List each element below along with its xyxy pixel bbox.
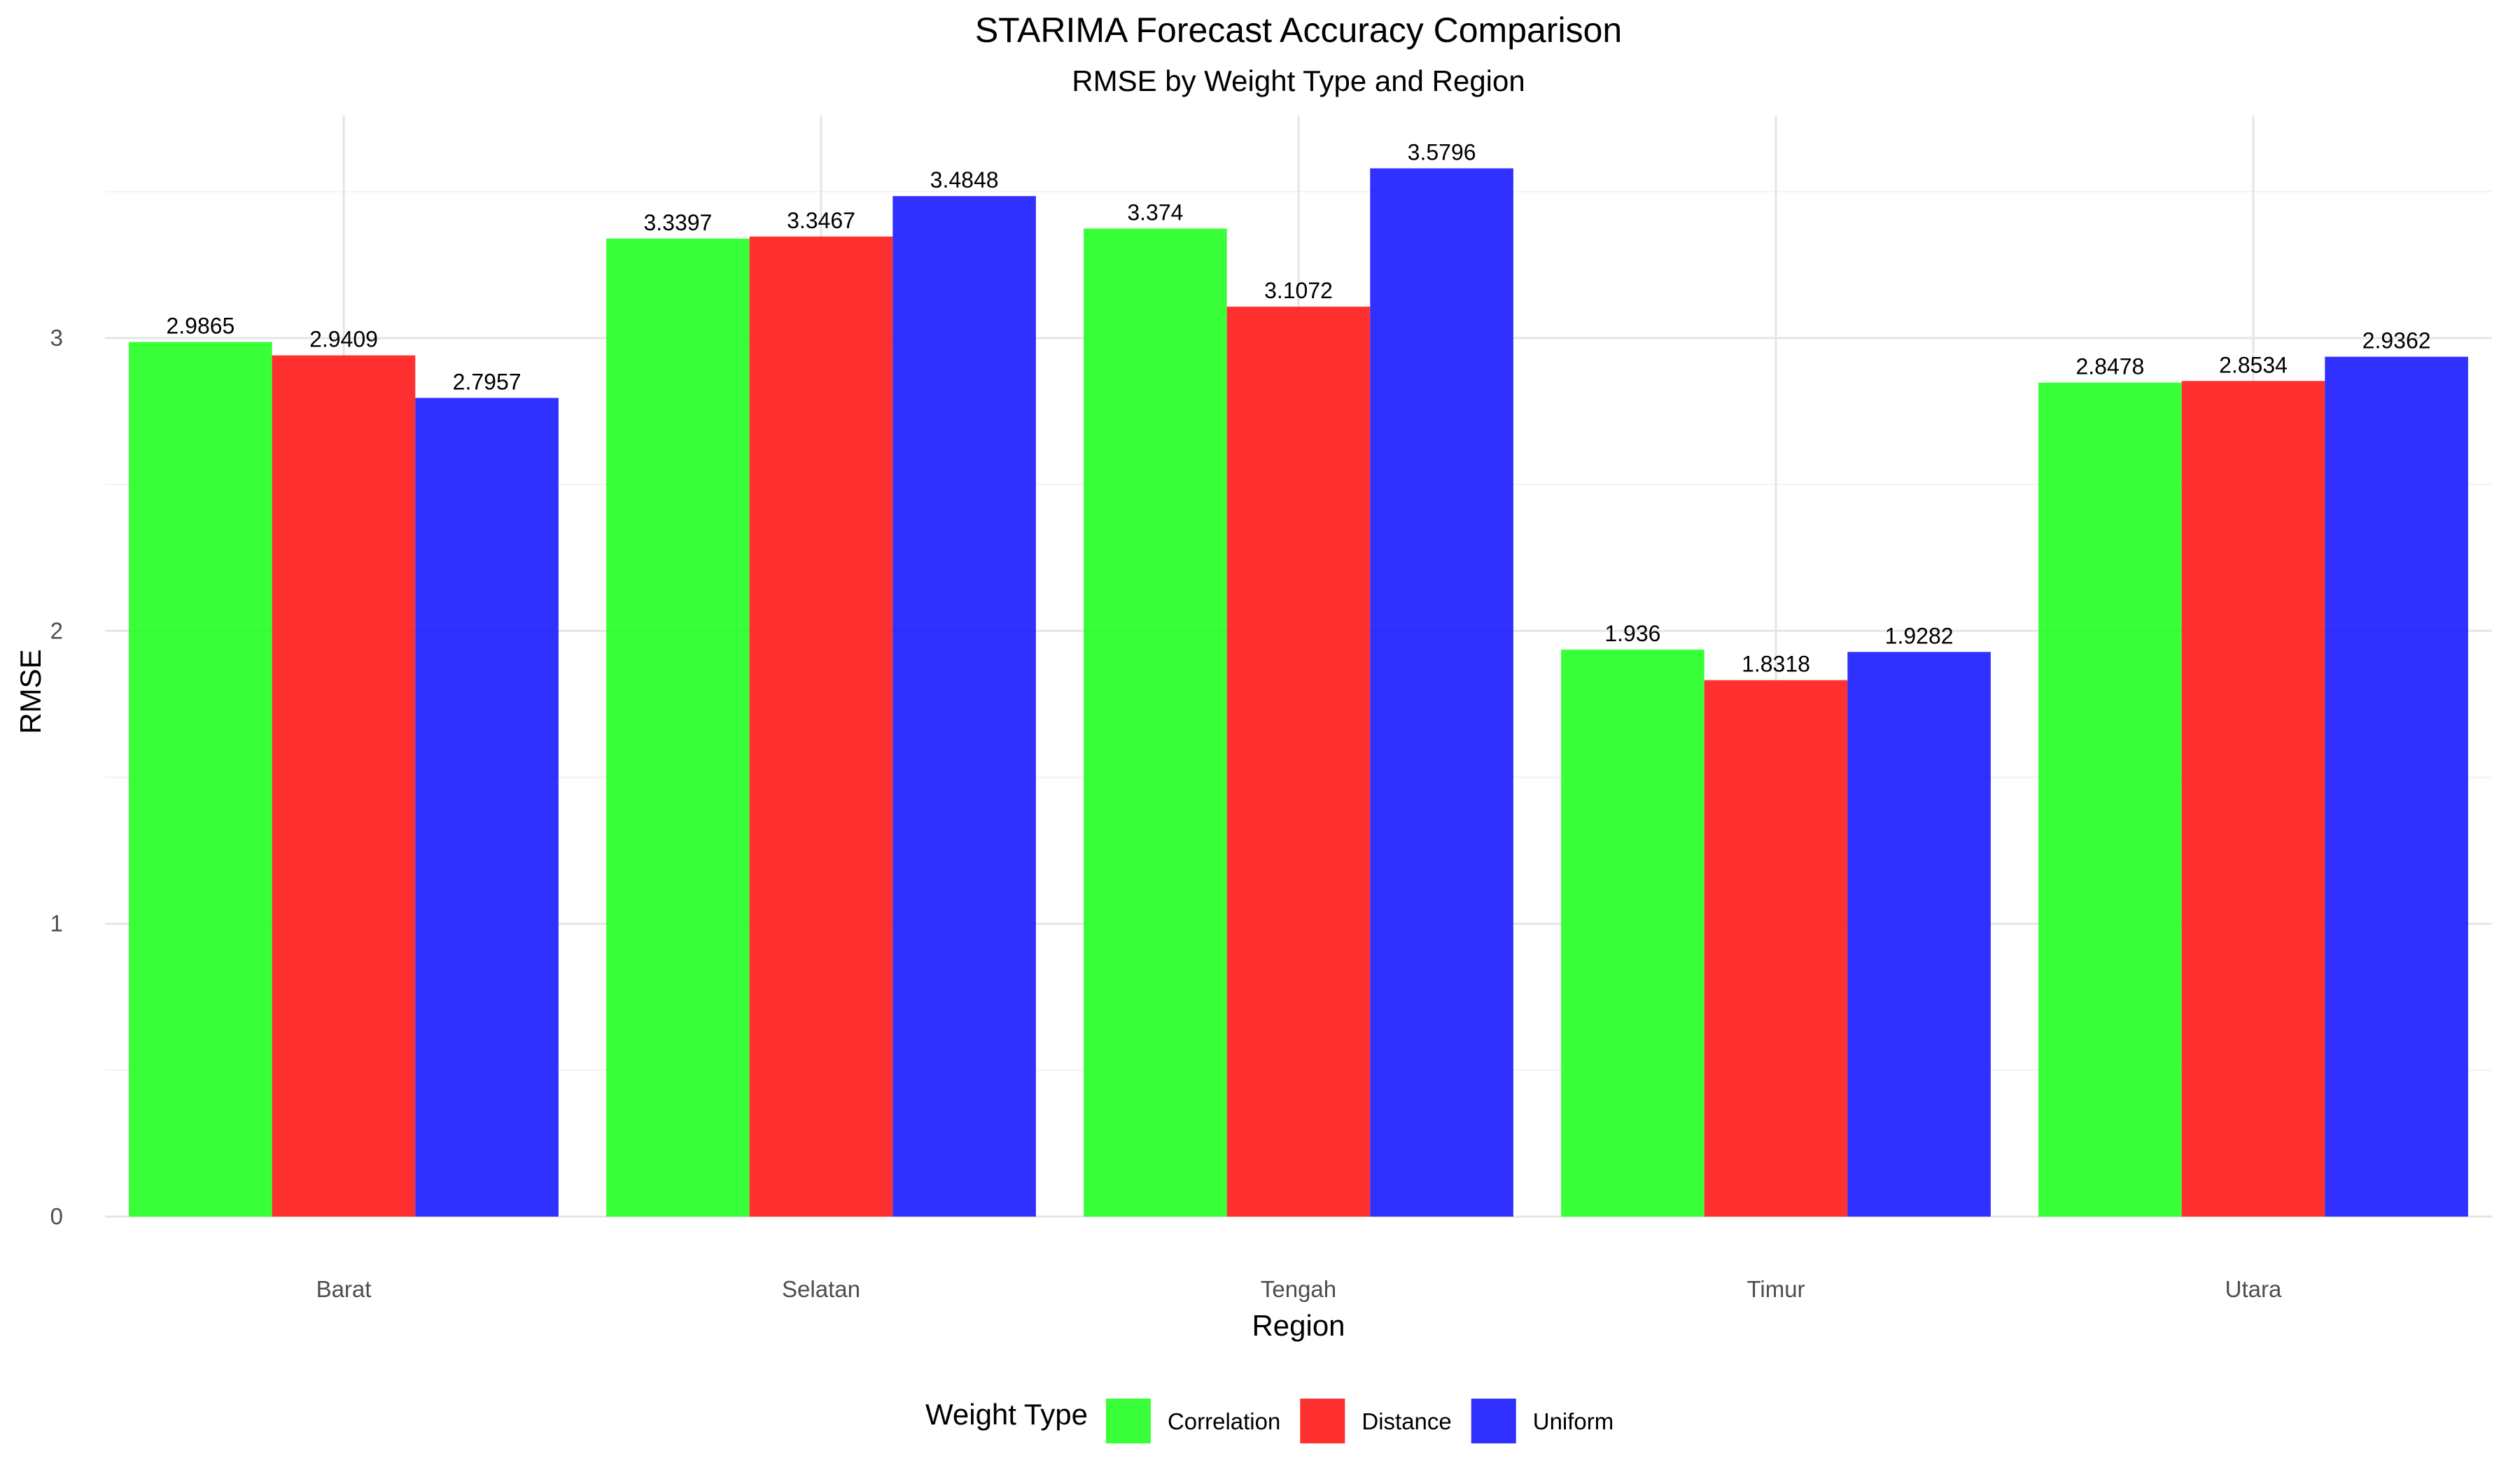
bar-value-label: 2.8534 (2219, 352, 2288, 377)
bar-value-label: 3.374 (1127, 200, 1183, 225)
bar (272, 355, 416, 1217)
bar (1084, 228, 1227, 1217)
legend-swatch (1105, 1399, 1151, 1443)
x-axis-ticks: Barat Selatan Tengah Timur Utara (316, 1276, 2282, 1302)
y-tick-label: 1 (50, 911, 63, 937)
bar-value-label: 1.8318 (1742, 652, 1810, 677)
bar (606, 238, 750, 1217)
bar-value-label: 2.8478 (2076, 354, 2144, 379)
legend-swatch (1300, 1399, 1345, 1443)
legend-label: Uniform (1533, 1408, 1614, 1434)
bar (2181, 381, 2325, 1217)
bar-value-label: 2.7957 (453, 369, 522, 394)
y-axis-title: RMSE (14, 649, 47, 734)
bar-value-label: 3.3467 (787, 208, 855, 233)
y-tick-label: 0 (50, 1203, 63, 1229)
bar (1704, 680, 1848, 1217)
bar-value-label: 3.1072 (1264, 278, 1333, 303)
data-labels: 2.9865 3.3397 3.374 1.936 2.8478 2.9409 3.3467… (166, 139, 2430, 676)
bar-value-label: 1.9282 (1885, 623, 1954, 648)
bar (2325, 356, 2468, 1217)
bar-value-label: 3.3397 (643, 210, 712, 235)
x-tick-label: Utara (2225, 1276, 2282, 1302)
y-tick-label: 2 (50, 617, 63, 643)
y-tick-label: 3 (50, 325, 63, 351)
bar (415, 398, 559, 1217)
bar (749, 236, 893, 1217)
bar-value-label: 1.936 (1604, 621, 1660, 646)
legend-label: Correlation (1168, 1408, 1280, 1434)
chart-title: STARIMA Forecast Accuracy Comparison (975, 10, 1622, 50)
bar-value-label: 3.4848 (930, 167, 999, 192)
x-tick-label: Timur (1746, 1276, 1805, 1302)
chart-subtitle: RMSE by Weight Type and Region (1072, 64, 1525, 97)
y-axis-ticks: 0 1 2 3 (50, 325, 63, 1229)
x-tick-label: Barat (316, 1276, 372, 1302)
bars (129, 168, 2468, 1217)
bar-value-label: 2.9409 (309, 327, 378, 352)
x-axis-title: Region (1252, 1309, 1345, 1342)
bar (2038, 382, 2182, 1217)
bar (129, 342, 272, 1217)
legend: Weight Type Correlation Distance Uniform (925, 1398, 1614, 1443)
bar-value-label: 2.9362 (2362, 328, 2431, 354)
bar (1561, 650, 1704, 1217)
bar-value-label: 2.9865 (166, 314, 234, 339)
bar (1226, 307, 1371, 1217)
legend-label: Distance (1362, 1408, 1451, 1434)
bar (892, 196, 1036, 1217)
bar-value-label: 3.5796 (1408, 139, 1476, 164)
legend-title: Weight Type (925, 1398, 1088, 1431)
bar (1370, 168, 1513, 1217)
x-tick-label: Selatan (782, 1276, 860, 1302)
x-tick-label: Tengah (1261, 1276, 1336, 1302)
legend-swatch (1471, 1399, 1516, 1443)
bar (1847, 652, 1991, 1217)
